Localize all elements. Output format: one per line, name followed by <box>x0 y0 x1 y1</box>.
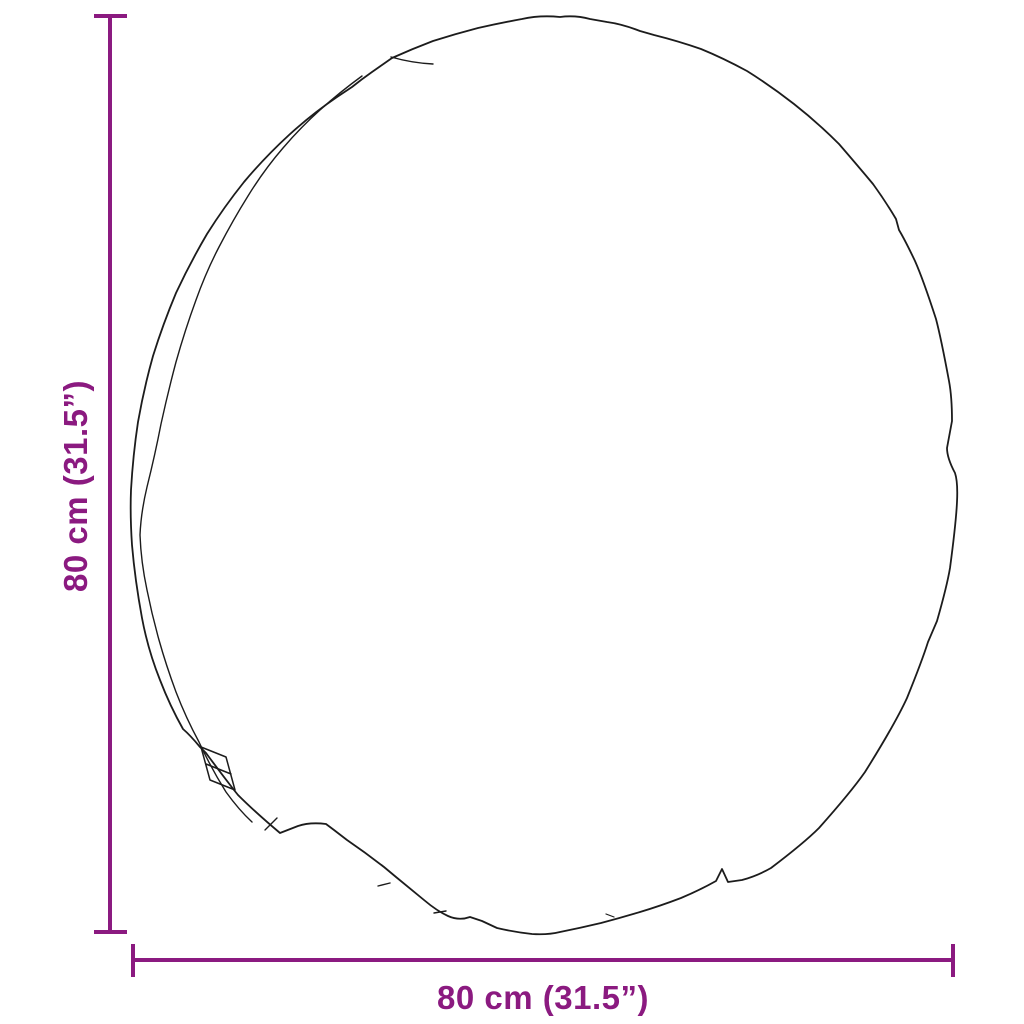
height-dimension-label: 80 cm (31.5”) <box>57 380 94 592</box>
rug-outline-path <box>129 15 959 936</box>
rug-outline-group <box>129 15 959 936</box>
top-branch-stroke <box>390 56 434 65</box>
edge-tick <box>264 817 278 831</box>
stray-stroke <box>139 75 363 823</box>
bottom-dash-2 <box>433 910 447 914</box>
bottom-dash-3 <box>605 913 615 918</box>
dimension-lines-group <box>94 14 955 977</box>
bottom-dash-1 <box>377 882 391 887</box>
corner-flap <box>200 746 236 791</box>
width-dimension-label: 80 cm (31.5”) <box>437 979 649 1016</box>
